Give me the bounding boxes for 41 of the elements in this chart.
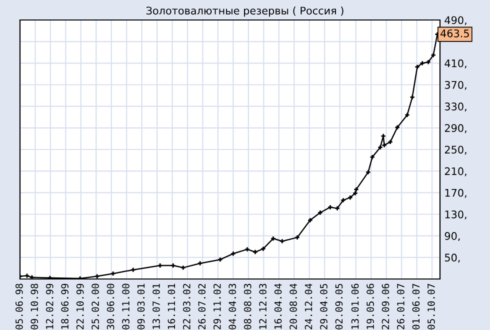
x-tick-label: 22.09.06 [382, 284, 390, 330]
y-tick-label: 130, [445, 210, 466, 220]
x-tick-label: 24.12.04 [304, 284, 312, 330]
chart-title: Золотовалютные резервы ( Россия ) [146, 6, 344, 17]
y-tick-label: 50, [444, 254, 460, 263]
x-tick-label: 29.04.05 [320, 284, 328, 330]
x-tick-label: 16.11.01 [168, 284, 176, 329]
x-tick-label: 09.10.98 [30, 284, 38, 330]
y-tick-label: 250, [444, 146, 466, 155]
x-tick-label: 25.02.00 [92, 284, 99, 330]
y-tick-label: 490, [444, 16, 466, 26]
x-tick-label: 13.07.01 [152, 284, 160, 329]
x-tick-label: 01.06.07 [412, 284, 420, 330]
x-tick-label: 29.11.02 [213, 284, 221, 330]
y-tick-label: 210, [444, 167, 466, 176]
x-tick-label: 03.11.00 [122, 284, 130, 330]
y-tick-label: 330, [444, 102, 466, 112]
x-tick-label: 04.04.03 [228, 284, 236, 330]
x-tick-label: 12.12.03 [259, 284, 267, 329]
x-tick-label: 02.09.05 [335, 284, 343, 330]
y-tick-label: 290, [444, 124, 466, 134]
x-tick-label: 08.08.03 [244, 284, 252, 330]
x-tick-label: 20.08.04 [290, 284, 297, 330]
x-tick-label: 30.06.00 [106, 284, 114, 330]
x-tick-label: 19.05.06 [366, 284, 374, 329]
x-tick-label: 22.10.99 [76, 284, 84, 330]
y-tick-label: 410, [444, 59, 466, 68]
x-tick-label: 05.06.98 [15, 284, 23, 330]
y-tick-label: 370, [444, 80, 466, 90]
x-tick-label: 18.06.99 [61, 284, 69, 329]
annotation: 463.5 [440, 29, 469, 38]
x-tick-label: 13.01.06 [351, 284, 359, 329]
x-tick-label: 05.10.07 [428, 284, 435, 330]
y-tick-label: 170, [445, 188, 466, 198]
x-tick-label: 22.03.02 [183, 284, 190, 330]
x-tick-label: 16.04.04 [274, 284, 282, 329]
x-tick-label: 12.02.99 [46, 284, 54, 329]
y-tick-label: 90, [444, 232, 460, 241]
x-tick-label: 09.03.01 [137, 284, 145, 330]
x-tick-label: 26.07.02 [198, 284, 206, 330]
x-tick-label: 26.01.07 [397, 284, 404, 330]
